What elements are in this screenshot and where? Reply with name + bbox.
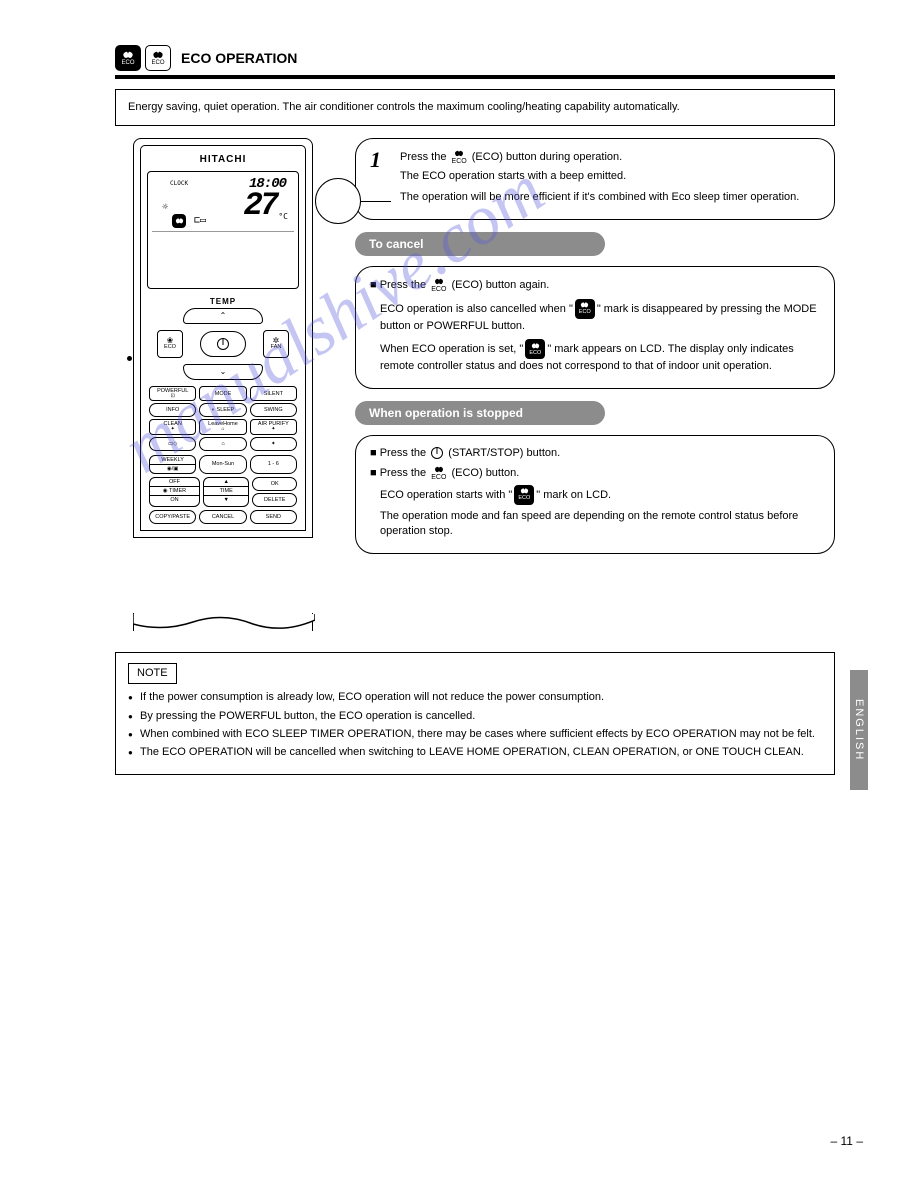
eco-icon-dark: ECO	[575, 299, 595, 319]
note-item: By pressing the POWERFUL button, the ECO…	[128, 709, 822, 724]
mode-button[interactable]: MODE	[199, 386, 246, 402]
monsun-button[interactable]: Mon-Sun	[199, 455, 246, 474]
fan-button[interactable]: ✲FAN	[263, 330, 289, 358]
sleep-button[interactable]: ◐ SLEEP	[199, 403, 246, 417]
stopped-box: ■ Press the (START/STOP) button. ■ Press…	[355, 435, 835, 554]
page-title: ECO OPERATION	[181, 50, 297, 66]
temp-up-button[interactable]: ⌃	[183, 308, 263, 324]
stopped-line1: ■ Press the (START/STOP) button.	[370, 446, 820, 461]
note-item: When combined with ECO SLEEP TIMER OPERA…	[128, 727, 822, 742]
leavehome-button[interactable]: LeaveHome⌂	[199, 419, 246, 435]
callout-pointer	[127, 356, 132, 361]
eco-icon-light: ECO	[145, 45, 171, 71]
powerful-button[interactable]: POWERFUL⊡	[149, 386, 196, 402]
swing-button[interactable]: SWING	[250, 403, 297, 417]
note-item: The ECO OPERATION will be cancelled when…	[128, 745, 822, 760]
lcd-temp-unit: °C	[278, 212, 288, 221]
eco-icon: ECO	[431, 277, 446, 293]
eco-icon: ECO	[431, 465, 446, 481]
note-box: NOTE If the power consumption is already…	[115, 652, 835, 775]
step1-line2: The ECO operation starts with a beep emi…	[400, 169, 799, 184]
step1-line1: Press the ECO (ECO) button during operat…	[400, 149, 799, 165]
remote-brand: HITACHI	[147, 154, 299, 165]
step1-box: 1 Press the ECO (ECO) button during oper…	[355, 138, 835, 220]
lcd-mode-icon: ☼	[162, 202, 168, 213]
lcd-airflow-icon: ⊏▭	[194, 215, 206, 226]
intro-box: Energy saving, quiet operation. The air …	[115, 89, 835, 126]
send-button[interactable]: SEND	[250, 510, 297, 524]
torn-edge	[133, 614, 315, 632]
time-button[interactable]: ▲ TIME ▼	[203, 477, 250, 507]
temp-label: TEMP	[147, 297, 299, 306]
dpad: ⌃ ❀ECO ✲FAN ⌄	[155, 308, 291, 380]
cancel-box: ■ Press the ECO (ECO) button again. ECO …	[355, 266, 835, 390]
cancel-line3: When ECO operation is set, " ECO " mark …	[370, 339, 820, 374]
cancel-heading: To cancel	[355, 232, 605, 256]
power-icon	[431, 447, 443, 459]
temp-down-button[interactable]: ⌄	[183, 364, 263, 380]
eco-button[interactable]: ❀ECO	[157, 330, 183, 358]
eco-icon-dark: ECO	[115, 45, 141, 71]
copypaste-button[interactable]: COPY/PASTE	[149, 510, 196, 524]
airpurify-button[interactable]: AIR PURIFY✦	[250, 419, 297, 435]
callout-circle	[315, 178, 361, 224]
eco-label: ECO	[121, 60, 134, 66]
stopped-heading: When operation is stopped	[355, 401, 605, 425]
onesix-button[interactable]: 1 - 6	[250, 455, 297, 474]
info-button[interactable]: INFO	[149, 403, 196, 417]
delete-button[interactable]: DELETE	[252, 493, 297, 507]
note-item: If the power consumption is already low,…	[128, 690, 822, 705]
weekly-button[interactable]: WEEKLY ◉/▣	[149, 455, 196, 474]
cancel-button[interactable]: CANCEL	[199, 510, 246, 524]
extra3-button[interactable]: ✦	[250, 437, 297, 451]
extra1-button[interactable]: ▭◇	[149, 437, 196, 451]
step-number: 1	[370, 149, 392, 171]
extra2-button[interactable]: ⌂	[199, 437, 246, 451]
stopped-line2: ■ Press the ECO (ECO) button.	[370, 465, 820, 481]
timer-off-on[interactable]: OFF ◉ TIMER ON	[149, 477, 200, 507]
page-number: – 11 –	[831, 1134, 863, 1148]
eco-icon-dark: ECO	[525, 339, 545, 359]
header-rule	[115, 75, 835, 79]
remote-body: HITACHI CLOCK 18:00 ☼ 27 °C	[133, 138, 313, 538]
cancel-line2: ECO operation is also cancelled when " E…	[370, 299, 820, 334]
note-label: NOTE	[128, 663, 177, 684]
power-icon	[217, 338, 229, 350]
lcd-eco-icon	[172, 214, 186, 228]
header-row: ECO ECO ECO OPERATION	[115, 45, 835, 71]
step1-line3: The operation will be more efficient if …	[400, 190, 799, 205]
language-tab: ENGLISH	[850, 670, 868, 790]
stopped-line3: ECO operation starts with " ECO " mark o…	[370, 485, 820, 505]
silent-button[interactable]: SILENT	[250, 386, 297, 402]
remote-illustration: HITACHI CLOCK 18:00 ☼ 27 °C	[115, 138, 345, 638]
lcd-temp: 27	[244, 190, 276, 222]
eco-icon: ECO	[452, 149, 467, 165]
clean-button[interactable]: CLEAN✦	[149, 419, 196, 435]
cancel-line1: ■ Press the ECO (ECO) button again.	[370, 277, 820, 293]
eco-label: ECO	[151, 60, 164, 66]
eco-icon-dark: ECO	[514, 485, 534, 505]
remote-lcd: CLOCK 18:00 ☼ 27 °C ⊏▭	[147, 171, 299, 289]
lcd-clock-label: CLOCK	[170, 180, 188, 187]
power-button[interactable]	[200, 331, 246, 357]
note-list: If the power consumption is already low,…	[128, 690, 822, 761]
ok-button[interactable]: OK	[252, 477, 297, 491]
stopped-line4: The operation mode and fan speed are dep…	[370, 509, 820, 539]
